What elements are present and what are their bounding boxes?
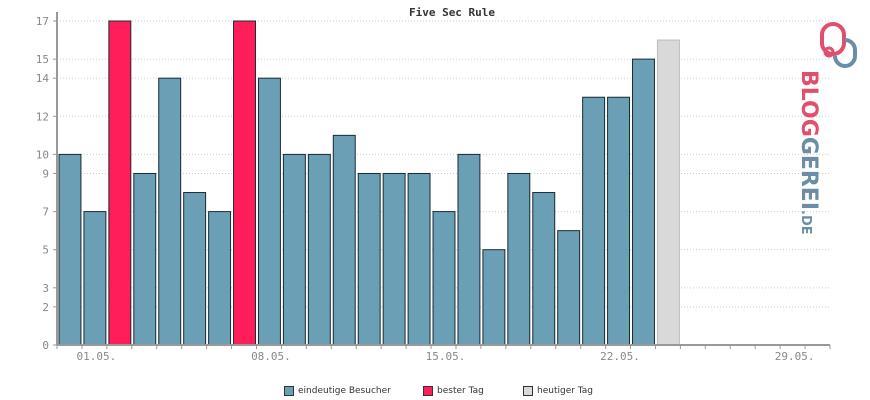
legend-label-visitors: eindeutige Besucher bbox=[298, 386, 391, 396]
x-tick-label: 01.05. bbox=[77, 350, 117, 363]
legend: eindeutige Besucher bester Tag heutiger … bbox=[0, 384, 870, 400]
legend-swatch-visitors bbox=[284, 386, 294, 396]
legend-item-best-day: bester Tag bbox=[423, 386, 484, 396]
bar-07.05. bbox=[233, 20, 256, 346]
bar-03.05. bbox=[133, 172, 157, 346]
bar-04.05. bbox=[158, 77, 182, 346]
y-tick-label: 14 bbox=[36, 72, 50, 85]
bar-30.04. bbox=[58, 153, 82, 346]
x-tick-label: 29.05. bbox=[775, 350, 815, 363]
y-tick-label: 9 bbox=[42, 167, 49, 180]
bar-05.05. bbox=[183, 192, 207, 346]
bar-09.05. bbox=[282, 153, 306, 346]
bar-22.05. bbox=[607, 96, 631, 346]
bar-24.05. bbox=[656, 39, 680, 346]
axes bbox=[56, 12, 831, 349]
bar-02.05. bbox=[108, 20, 132, 346]
logo-text-de: .DE bbox=[798, 210, 813, 235]
logo-text-gerei: GEREI bbox=[796, 136, 821, 211]
x-tick-labels: 01.05. 08.05. 15.05. 22.05. 29.05. bbox=[77, 350, 815, 363]
legend-swatch-best-day bbox=[423, 386, 433, 396]
bloggerei-logo: BLOGGEREI.DE bbox=[796, 18, 870, 235]
bar-20.05. bbox=[557, 230, 581, 346]
bars bbox=[58, 20, 680, 346]
bar-14.05. bbox=[407, 172, 431, 346]
logo-wordmark: BLOGGEREI.DE bbox=[796, 70, 843, 235]
y-tick-label: 2 bbox=[42, 301, 49, 314]
y-tick-label: 5 bbox=[42, 244, 49, 257]
x-tick-label: 22.05. bbox=[600, 350, 640, 363]
bar-15.05. bbox=[432, 211, 456, 346]
logo-text-blog: BLOG bbox=[796, 70, 821, 137]
legend-label-today: heutiger Tag bbox=[537, 386, 594, 396]
legend-item-visitors: eindeutige Besucher bbox=[284, 386, 391, 396]
bar-21.05. bbox=[582, 96, 606, 346]
y-tick-label: 10 bbox=[36, 148, 49, 161]
y-tick-label: 15 bbox=[36, 53, 49, 66]
y-tick-label: 17 bbox=[36, 15, 49, 28]
chart-title: Five Sec Rule bbox=[409, 6, 495, 19]
bar-13.05. bbox=[382, 172, 406, 346]
bar-11.05. bbox=[332, 134, 356, 346]
y-tick-label: 12 bbox=[36, 110, 49, 123]
bar-17.05. bbox=[482, 249, 506, 346]
x-tick-label: 15.05. bbox=[426, 350, 466, 363]
bar-16.05. bbox=[457, 153, 481, 346]
bar-10.05. bbox=[307, 153, 331, 346]
y-tick-label: 7 bbox=[42, 206, 49, 219]
legend-label-best-day: bester Tag bbox=[437, 386, 484, 396]
legend-swatch-today bbox=[523, 386, 533, 396]
bar-08.05. bbox=[257, 77, 281, 346]
legend-item-today: heutiger Tag bbox=[523, 386, 593, 396]
y-tick-labels: 0 2 3 5 7 9 10 12 14 15 17 bbox=[36, 15, 50, 352]
y-tick-label: 0 bbox=[42, 339, 49, 352]
bar-06.05. bbox=[208, 211, 232, 346]
bar-18.05. bbox=[507, 172, 531, 346]
bar-23.05. bbox=[632, 58, 655, 346]
bar-12.05. bbox=[357, 172, 381, 346]
bar-01.05. bbox=[83, 211, 107, 346]
x-tick-label: 08.05. bbox=[251, 350, 291, 363]
logo-icon bbox=[820, 21, 857, 68]
bar-19.05. bbox=[532, 192, 556, 346]
y-tick-label: 3 bbox=[42, 282, 49, 295]
